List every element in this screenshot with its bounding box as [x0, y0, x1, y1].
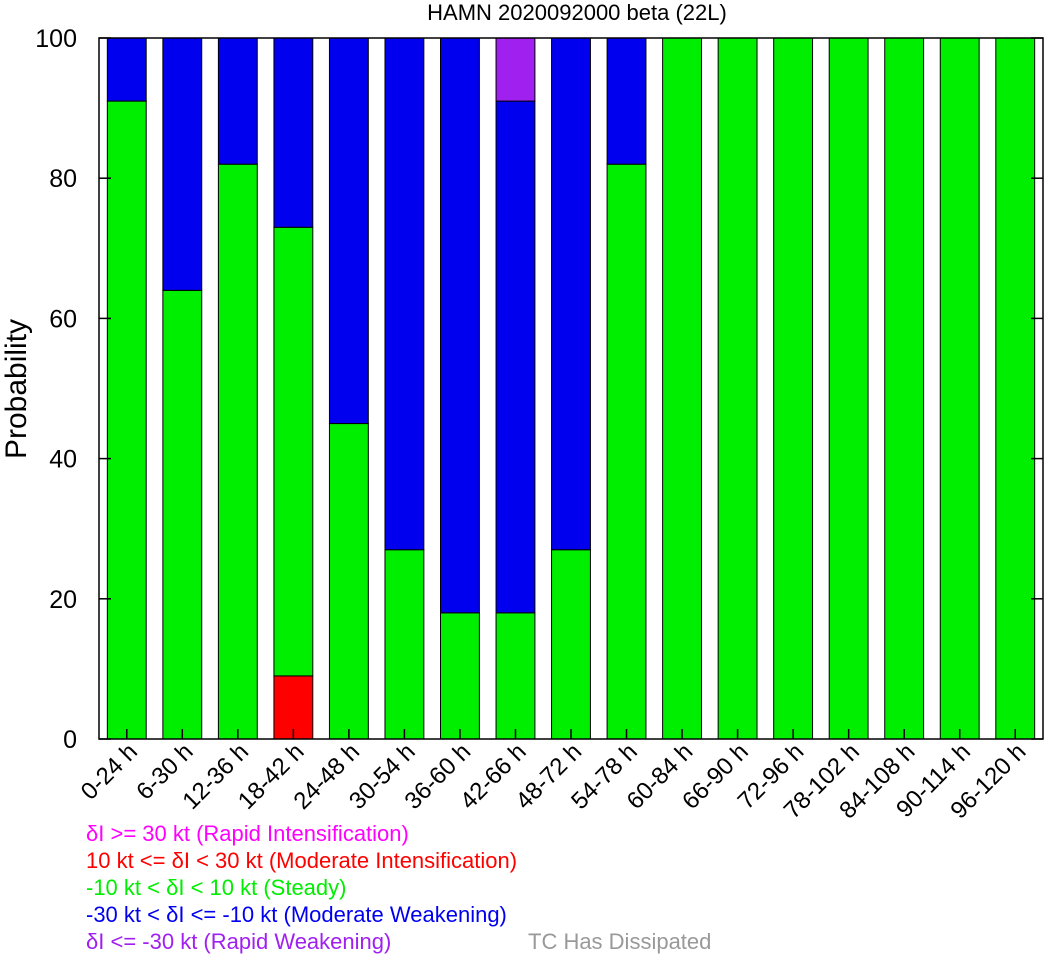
- y-tick-label: 60: [49, 305, 77, 333]
- legend-steady: -10 kt < δI < 10 kt (Steady): [86, 875, 347, 900]
- bar-segment: [551, 549, 591, 740]
- bar-segment: [551, 37, 591, 551]
- bar-segment: [662, 37, 702, 740]
- bar-segment: [106, 37, 147, 102]
- y-axis-label: Probability: [0, 319, 33, 459]
- legend-moderate-weakening: -30 kt < δI <= -10 kt (Moderate Weakenin…: [86, 902, 507, 927]
- bar-segment: [606, 163, 647, 740]
- legend-dissipated: TC Has Dissipated: [528, 929, 712, 954]
- bar-segment: [384, 37, 425, 551]
- bar-segment: [773, 37, 814, 740]
- bar-segment: [162, 37, 203, 291]
- bar-segment: [328, 37, 369, 425]
- legend-rapid-weakening: δI <= -30 kt (Rapid Weakening): [86, 929, 392, 954]
- bar-segment: [606, 37, 647, 165]
- bar-segment: [106, 100, 147, 740]
- bar-segment: [328, 423, 369, 740]
- bar-segment: [273, 37, 314, 228]
- x-tick-labels: 0-24 h6-30 h12-36 h18-42 h24-48 h30-54 h…: [76, 738, 1032, 824]
- bar-segment: [495, 100, 536, 614]
- bar-segment: [162, 289, 203, 740]
- x-tick-label: 0-24 h: [76, 738, 143, 805]
- legend-rapid-intensification: δI >= 30 kt (Rapid Intensification): [86, 821, 409, 846]
- bar-segment: [384, 549, 425, 740]
- legend-moderate-intensification: 10 kt <= δI < 30 kt (Moderate Intensific…: [86, 848, 518, 873]
- y-tick-label: 0: [63, 726, 77, 754]
- y-tick-label: 20: [49, 586, 77, 614]
- y-tick-label: 80: [49, 165, 77, 193]
- bar-segment: [717, 37, 758, 740]
- y-tick-label: 100: [35, 25, 77, 53]
- bar-segment: [939, 37, 980, 740]
- bar-segment: [884, 37, 925, 740]
- bar-segment: [495, 37, 536, 102]
- bar-segment: [273, 226, 314, 677]
- bar-segment: [217, 37, 258, 165]
- chart-title: HAMN 2020092000 beta (22L): [427, 0, 727, 25]
- bar-segment: [828, 37, 869, 740]
- axes: [98, 37, 1044, 740]
- bar-segment: [495, 612, 536, 740]
- y-tick-label: 40: [49, 446, 77, 474]
- bar-segment: [217, 163, 258, 740]
- bar-segment: [273, 675, 314, 740]
- bar-segment: [440, 37, 480, 614]
- y-tick-labels: 0 20 40 60 80 100: [35, 25, 77, 754]
- bars: [106, 37, 1036, 740]
- bar-segment: [995, 37, 1036, 740]
- bar-segment: [440, 612, 480, 740]
